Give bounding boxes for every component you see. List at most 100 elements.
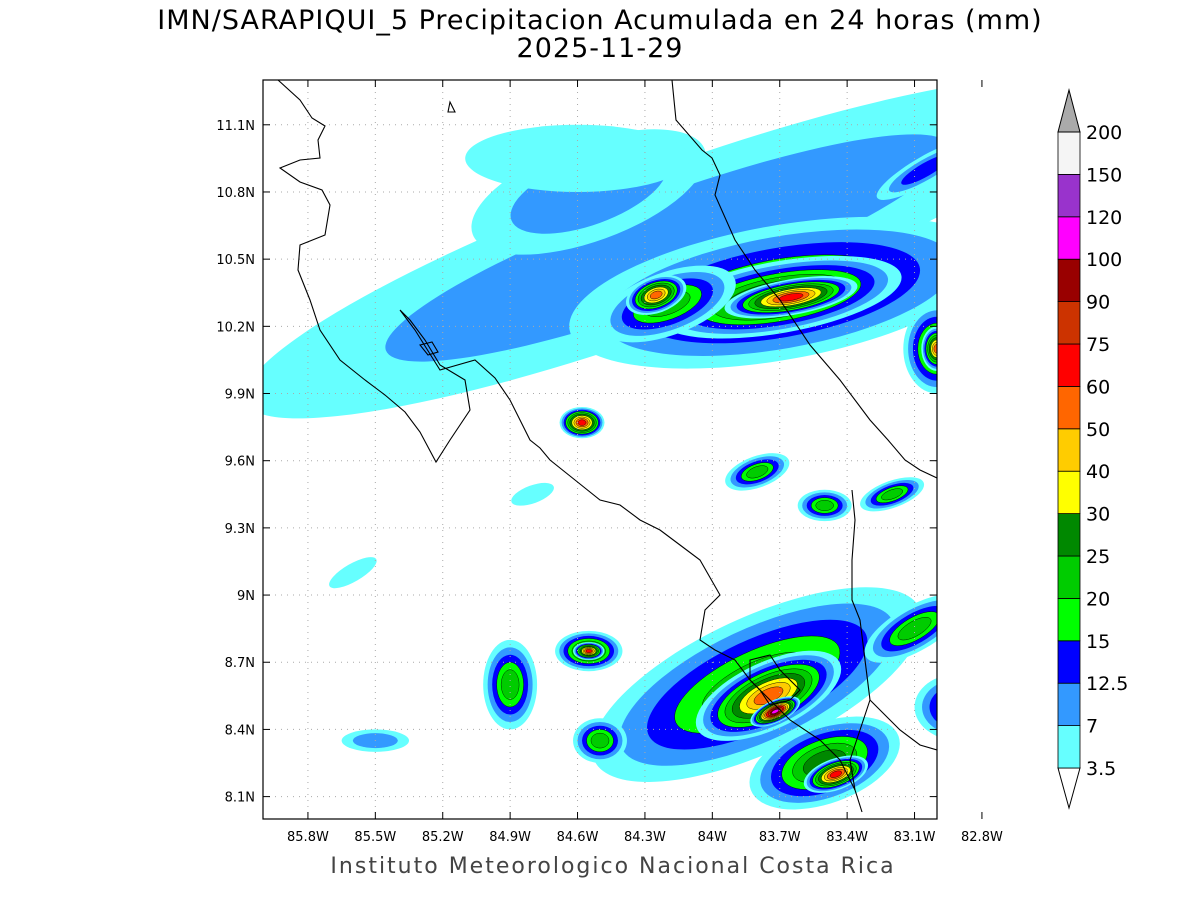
rain-contour [500,669,520,700]
lake-island [447,100,456,113]
rain-cell [864,594,937,663]
colorbar-label: 20 [1086,588,1110,610]
colorbar-box [1057,343,1081,387]
rain-contour [944,696,974,718]
colorbar-label: 7 [1086,716,1098,738]
lon-tick-label: 85.2W [422,830,464,845]
colorbar-max-arrow [1057,88,1081,133]
colorbar-box [1057,216,1081,260]
coastline [277,80,937,813]
lon-tick-label: 84W [698,830,728,845]
rain-cell [511,482,554,506]
lon-tick-label: 83.7W [759,830,801,845]
lat-tick-label: 9.3N [225,522,255,537]
lon-tick-label: 84.9W [489,830,531,845]
rain-cell [329,557,377,589]
lat-tick-label: 9.9N [225,388,255,403]
colorbar-label: 60 [1086,376,1110,398]
colorbar-label: 120 [1086,207,1122,229]
colorbar-box [1057,385,1081,430]
colorbar-label: 15 [1086,631,1110,653]
colorbar-label: 40 [1086,461,1110,483]
lat-tick-label: 11.1N [216,119,255,134]
colorbar-box [1057,258,1081,303]
rain-contour [385,134,937,362]
rain-cell [573,642,605,661]
colorbar-label: 25 [1086,546,1110,568]
plot-frame [262,79,938,820]
colorbar-min-arrow [1057,767,1081,810]
lon-tick-label: 85.5W [354,830,396,845]
lat-tick-label: 9N [237,589,255,604]
longitude-ticks: 85.8W 85.5W 85.2W 84.9W 84.6W 84.3W 84W 83.7W 83… [287,80,1003,845]
colorbar-box [1057,173,1081,218]
latitude-ticks: 11.1N 10.8N 10.5N 10.2N 9.9N 9.6N 9.3N 9N 8.7N 8.… [216,119,937,806]
rain-cell [625,275,687,315]
lon-tick-label: 84.3W [624,830,666,845]
colorbar-box [1057,470,1081,515]
rain-contour [936,704,937,710]
rain-cell [860,477,925,512]
rain-cell [797,489,852,522]
colorbar-box [1057,725,1081,769]
grid-lines [263,80,937,819]
rain-contour [929,692,937,722]
lat-tick-label: 10.5N [216,253,255,268]
east-coast-panama [869,699,937,751]
lon-tick-label: 82.8W [961,830,1003,845]
rain-contour [901,154,937,185]
colorbar-box [1057,555,1081,599]
lon-tick-label: 85.8W [287,830,329,845]
lat-tick-label: 10.8N [216,186,255,201]
panama-border [849,489,871,791]
rain-contour [829,770,842,778]
map-date: 2025-11-29 [516,33,684,64]
colorbar-label: 75 [1086,334,1110,356]
colorbar-box [1057,301,1081,345]
rain-contour [577,419,587,426]
rain-contour [897,617,932,641]
footer-credit: Instituto Meteorologico Nacional Costa R… [330,854,896,879]
rain-cell [263,80,937,419]
rain-cell [803,755,869,793]
caribbean-border [671,80,937,479]
map-title: IMN/SARAPIQUI_5 Precipitacion Acumulada … [157,5,1043,36]
rain-cell [876,139,937,200]
pacific-coastline [277,80,863,813]
rain-cell [914,677,974,737]
colorbar-label: 12.5 [1086,673,1128,695]
colorbar-label: 90 [1086,292,1110,314]
rain-cell [483,639,538,730]
rain-contour [329,557,377,589]
colorbar-label: 3.5 [1086,758,1116,780]
rain-cell [724,276,858,319]
lon-tick-label: 83.1W [894,830,936,845]
lat-tick-label: 9.6N [225,455,255,470]
rain-contour [511,482,554,506]
rain-cell [750,696,801,727]
nicoya-peninsula-outline [419,341,439,356]
colorbar-box [1057,598,1081,642]
colorbar-label: 50 [1086,419,1110,441]
rain-cell [725,453,790,491]
lat-tick-label: 8.7N [225,656,255,671]
colorbar-label: 150 [1086,164,1122,186]
colorbar-box [1057,131,1081,175]
colorbar-box [1057,513,1081,557]
rain-contour [746,465,769,479]
precipitation-field [263,80,974,810]
osa-peninsula [749,654,801,706]
lat-tick-label: 8.4N [225,723,255,738]
rain-cell [559,406,605,439]
rain-contour [815,500,834,511]
colorbar-label: 100 [1086,249,1122,271]
colorbar-label: 200 [1086,122,1122,144]
colorbar-box [1057,428,1081,472]
rain-contour [933,344,937,354]
lon-tick-label: 83.4W [826,830,868,845]
colorbar-box [1057,682,1081,727]
rain-cell [573,718,627,764]
rain-cell [695,650,842,741]
rain-contour [881,488,903,501]
lat-tick-label: 8.1N [225,791,255,806]
